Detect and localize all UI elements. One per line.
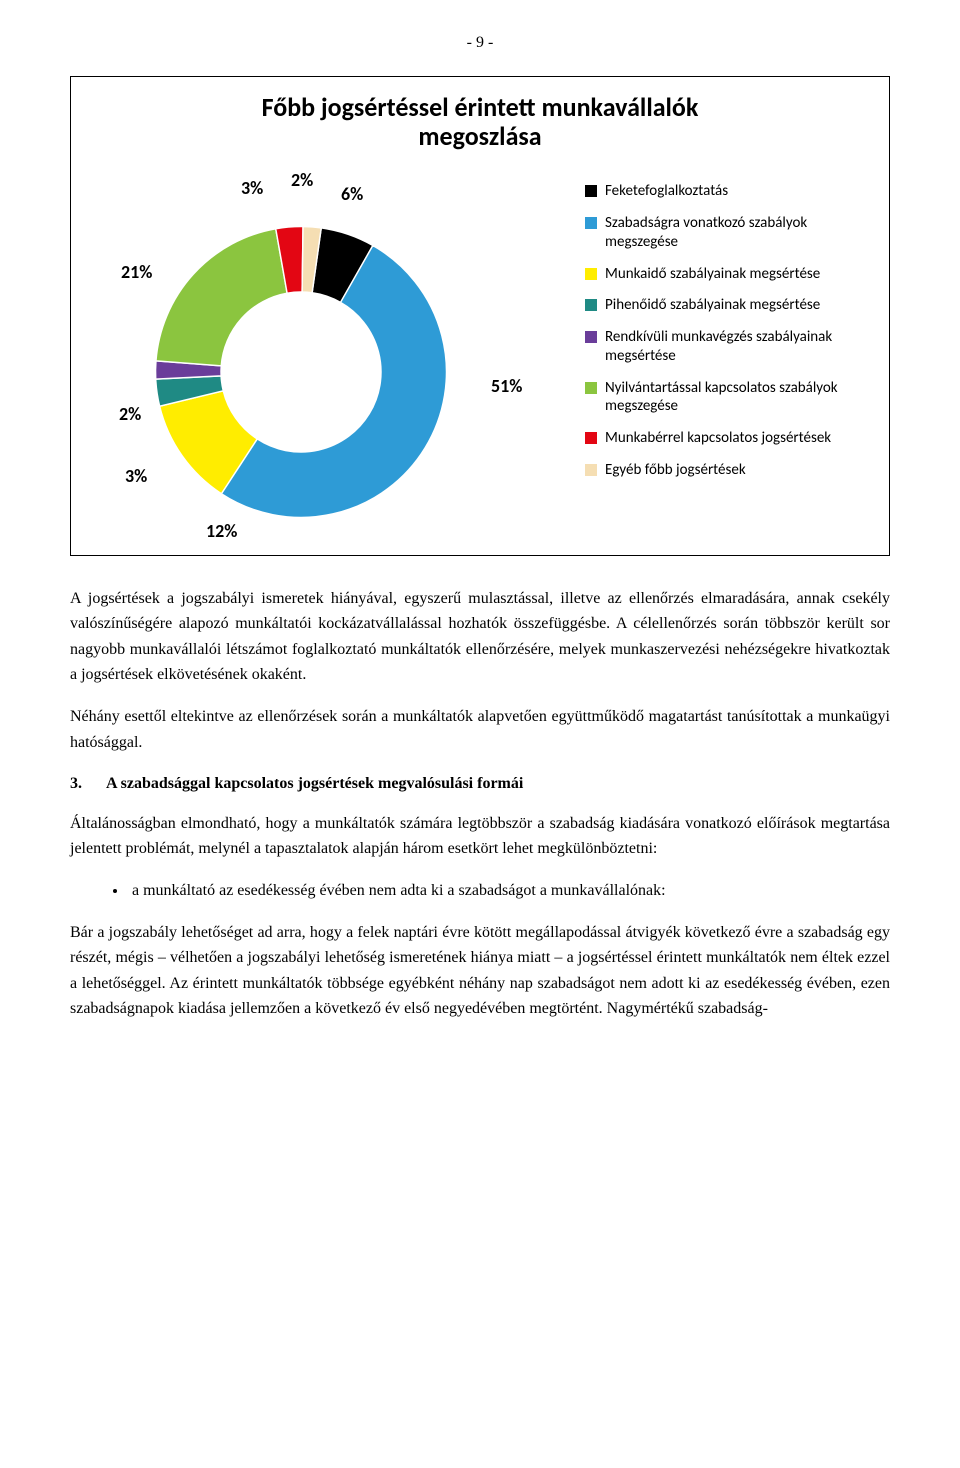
- legend-item: Nyilvántartással kapcsolatos szabályok m…: [585, 379, 865, 417]
- bullet-list: a munkáltató az esedékesség évében nem a…: [70, 878, 890, 904]
- section-3-heading: 3. A szabadsággal kapcsolatos jogsértése…: [70, 771, 890, 797]
- slice-percent-label: 3%: [125, 462, 147, 491]
- legend-item: Munkabérrel kapcsolatos jogsértések: [585, 429, 865, 448]
- chart-body: 6%51%12%3%2%21%3%2% Feketefoglalkoztatás…: [91, 152, 869, 542]
- legend-label: Szabadságra vonatkozó szabályok megszegé…: [605, 214, 865, 252]
- legend-item: Feketefoglalkoztatás: [585, 182, 865, 201]
- legend-label: Pihenőidő szabályainak megsértése: [605, 296, 820, 315]
- donut-svg: [141, 212, 461, 532]
- section-3-title: A szabadsággal kapcsolatos jogsértések m…: [106, 771, 523, 797]
- chart-legend: Feketefoglalkoztatás Szabadságra vonatkoz…: [585, 182, 865, 492]
- legend-swatch: [585, 382, 597, 394]
- slice-percent-label: 6%: [341, 180, 363, 209]
- donut-chart-container: Főbb jogsértéssel érintett munkavállalók…: [70, 76, 890, 556]
- legend-item: Rendkívüli munkavégzés szabályainak megs…: [585, 328, 865, 366]
- donut-wrap: 6%51%12%3%2%21%3%2%: [131, 162, 491, 542]
- legend-swatch: [585, 432, 597, 444]
- legend-swatch: [585, 268, 597, 280]
- legend-label: Feketefoglalkoztatás: [605, 182, 728, 201]
- legend-swatch: [585, 299, 597, 311]
- legend-swatch: [585, 464, 597, 476]
- paragraph-2: Néhány esettől eltekintve az ellenőrzése…: [70, 704, 890, 755]
- chart-title: Főbb jogsértéssel érintett munkavállalók…: [91, 93, 869, 153]
- legend-item: Szabadságra vonatkozó szabályok megszegé…: [585, 214, 865, 252]
- legend-item: Munkaidő szabályainak megsértése: [585, 265, 865, 284]
- slice-percent-label: 2%: [119, 400, 141, 429]
- chart-title-line2: megoszlása: [418, 120, 541, 152]
- page-number: - 9 -: [70, 30, 890, 56]
- legend-item: Pihenőidő szabályainak megsértése: [585, 296, 865, 315]
- legend-swatch: [585, 217, 597, 229]
- legend-label: Egyéb főbb jogsértések: [605, 461, 746, 480]
- slice-percent-label: 21%: [121, 258, 152, 287]
- legend-item: Egyéb főbb jogsértések: [585, 461, 865, 480]
- legend-label: Rendkívüli munkavégzés szabályainak megs…: [605, 328, 865, 366]
- legend-label: Nyilvántartással kapcsolatos szabályok m…: [605, 379, 865, 417]
- slice-percent-label: 3%: [241, 174, 263, 203]
- slice-percent-label: 2%: [291, 166, 313, 195]
- paragraph-4: Bár a jogszabály lehetőséget ad arra, ho…: [70, 920, 890, 1022]
- legend-swatch: [585, 185, 597, 197]
- paragraph-3: Általánosságban elmondható, hogy a munká…: [70, 811, 890, 862]
- donut-slice: [156, 229, 287, 366]
- legend-label: Munkabérrel kapcsolatos jogsértések: [605, 429, 831, 448]
- slice-percent-label: 12%: [206, 517, 237, 546]
- legend-swatch: [585, 331, 597, 343]
- paragraph-1: A jogsértések a jogszabályi ismeretek hi…: [70, 586, 890, 688]
- section-3-number: 3.: [70, 771, 82, 797]
- slice-percent-label: 51%: [491, 372, 522, 401]
- bullet-item-1: a munkáltató az esedékesség évében nem a…: [128, 878, 890, 904]
- legend-label: Munkaidő szabályainak megsértése: [605, 265, 820, 284]
- chart-title-line1: Főbb jogsértéssel érintett munkavállalók: [262, 91, 699, 123]
